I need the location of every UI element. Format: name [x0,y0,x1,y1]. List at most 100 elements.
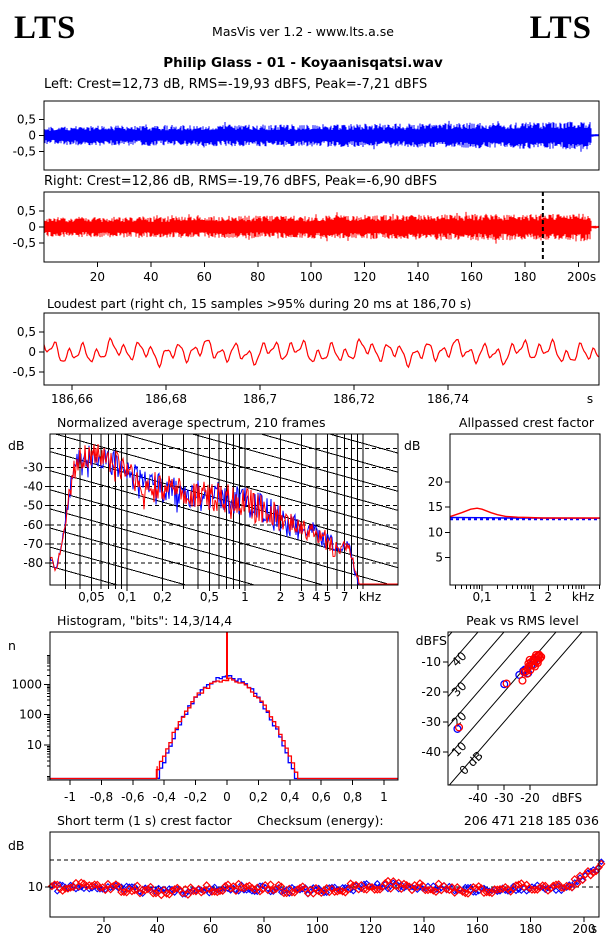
svg-text:2: 2 [277,590,285,604]
svg-text:kHz: kHz [572,590,594,604]
svg-text:5: 5 [324,590,332,604]
svg-text:180: 180 [514,270,537,284]
svg-text:120: 120 [353,270,376,284]
svg-text:0: 0 [223,790,231,804]
svg-text:0,5: 0,5 [17,204,36,218]
svg-text:0,8: 0,8 [343,790,362,804]
svg-text:-0,5: -0,5 [13,365,36,379]
svg-text:186,7: 186,7 [243,392,277,406]
svg-text:0: 0 [28,220,36,234]
svg-text:-0,5: -0,5 [13,236,36,250]
lts-logo-left: LTS [14,10,77,46]
svg-text:-40: -40 [23,480,43,494]
svg-text:40: 40 [449,649,470,670]
peak-vs-rms-ylabel: dBFS [415,633,447,648]
svg-text:-30: -30 [421,715,441,729]
svg-text:-40: -40 [468,791,488,805]
short-term-title: Short term (1 s) crest factor [57,813,232,828]
right-channel-stats: Right: Crest=12,86 dB, RMS=-19,76 dBFS, … [44,174,437,189]
svg-text:-40: -40 [421,745,441,759]
svg-text:100: 100 [19,708,42,722]
svg-text:-0,6: -0,6 [121,790,144,804]
histogram-trace-right [50,677,398,780]
loudest-trace [43,336,600,369]
svg-text:180: 180 [519,922,542,936]
left-channel-stats: Left: Crest=12,73 dB, RMS=-19,93 dBFS, P… [44,77,428,92]
svg-text:200: 200 [567,270,590,284]
short-term-ylabel: dB [8,838,25,853]
checksum-value: 206 471 218 185 036 [463,813,599,828]
svg-text:80: 80 [250,270,265,284]
lts-logo-right: LTS [529,10,592,46]
svg-text:7: 7 [341,590,349,604]
svg-text:10: 10 [27,738,42,752]
svg-text:0,5: 0,5 [17,325,36,339]
svg-text:30: 30 [449,679,470,700]
svg-text:20: 20 [428,475,443,489]
app-version-line: MasVis ver 1.2 - www.lts.a.se [212,24,394,39]
loudest-part-plot: 0,5 0 -0,5 186,66 186,68 186,7 186,72 186,74 s [13,312,600,406]
svg-text:200: 200 [573,922,596,936]
svg-text:1: 1 [380,790,388,804]
svg-text:140: 140 [413,922,436,936]
svg-text:0,5: 0,5 [200,590,219,604]
svg-text:40: 40 [143,270,158,284]
svg-text:60: 60 [203,922,218,936]
svg-text:0: 0 [28,345,36,359]
svg-text:1000: 1000 [11,677,42,691]
svg-text:0,1: 0,1 [117,590,136,604]
left-waveform-plot-trace [43,120,599,152]
svg-text:2: 2 [545,590,553,604]
svg-text:0: 0 [28,129,36,143]
svg-text:4: 4 [312,590,320,604]
spectrum-title: Normalized average spectrum, 210 frames [57,415,326,430]
allpassed-ylabel: dB [404,438,421,453]
svg-text:-0,2: -0,2 [184,790,207,804]
checksum-label: Checksum (energy): [257,813,384,828]
svg-text:10: 10 [428,525,443,539]
svg-text:s: s [591,922,597,936]
histogram-title: Histogram, "bits": 14,3/14,4 [57,613,233,628]
svg-text:-60: -60 [23,518,43,532]
short-term-points-right [47,859,606,900]
svg-text:-0,5: -0,5 [13,145,36,159]
svg-text:1: 1 [241,590,249,604]
svg-text:s: s [590,270,596,284]
svg-text:160: 160 [466,922,489,936]
histogram-ylabel: n [8,638,16,653]
svg-text:186,74: 186,74 [427,392,469,406]
svg-text:15: 15 [428,500,443,514]
svg-text:100: 100 [306,922,329,936]
svg-text:3: 3 [297,590,305,604]
svg-text:10: 10 [28,880,43,894]
svg-text:-20: -20 [421,685,441,699]
svg-text:kHz: kHz [359,590,381,604]
svg-text:160: 160 [460,270,483,284]
svg-text:100: 100 [300,270,323,284]
left-waveform-plot: 0,5 0 -0,5 [13,100,600,171]
allpassed-plot: 5 10 15 20 0,1 1 2 kHz [428,433,601,604]
svg-text:186,68: 186,68 [145,392,187,406]
svg-text:-50: -50 [23,499,43,513]
svg-text:186,72: 186,72 [333,392,375,406]
spectrum-plot: -30 -40 -50 -60 -70 -80 0,05 0,1 0,2 0,5 1 2 3 4 5 7 kHz [23,433,399,604]
svg-text:5: 5 [435,550,443,564]
svg-text:186,66: 186,66 [51,392,93,406]
svg-text:-30: -30 [23,461,43,475]
svg-text:140: 140 [407,270,430,284]
svg-text:-70: -70 [23,537,43,551]
svg-text:0,2: 0,2 [153,590,172,604]
svg-text:-10: -10 [421,655,441,669]
right-waveform-plot-trace [43,211,599,244]
svg-text:80: 80 [256,922,271,936]
spectrum-ylabel: dB [8,438,25,453]
svg-text:1: 1 [529,590,537,604]
svg-text:s: s [587,392,593,406]
svg-text:0,2: 0,2 [249,790,268,804]
svg-text:40: 40 [150,922,165,936]
allpassed-trace-right [449,507,600,519]
histogram-curves [50,632,398,780]
